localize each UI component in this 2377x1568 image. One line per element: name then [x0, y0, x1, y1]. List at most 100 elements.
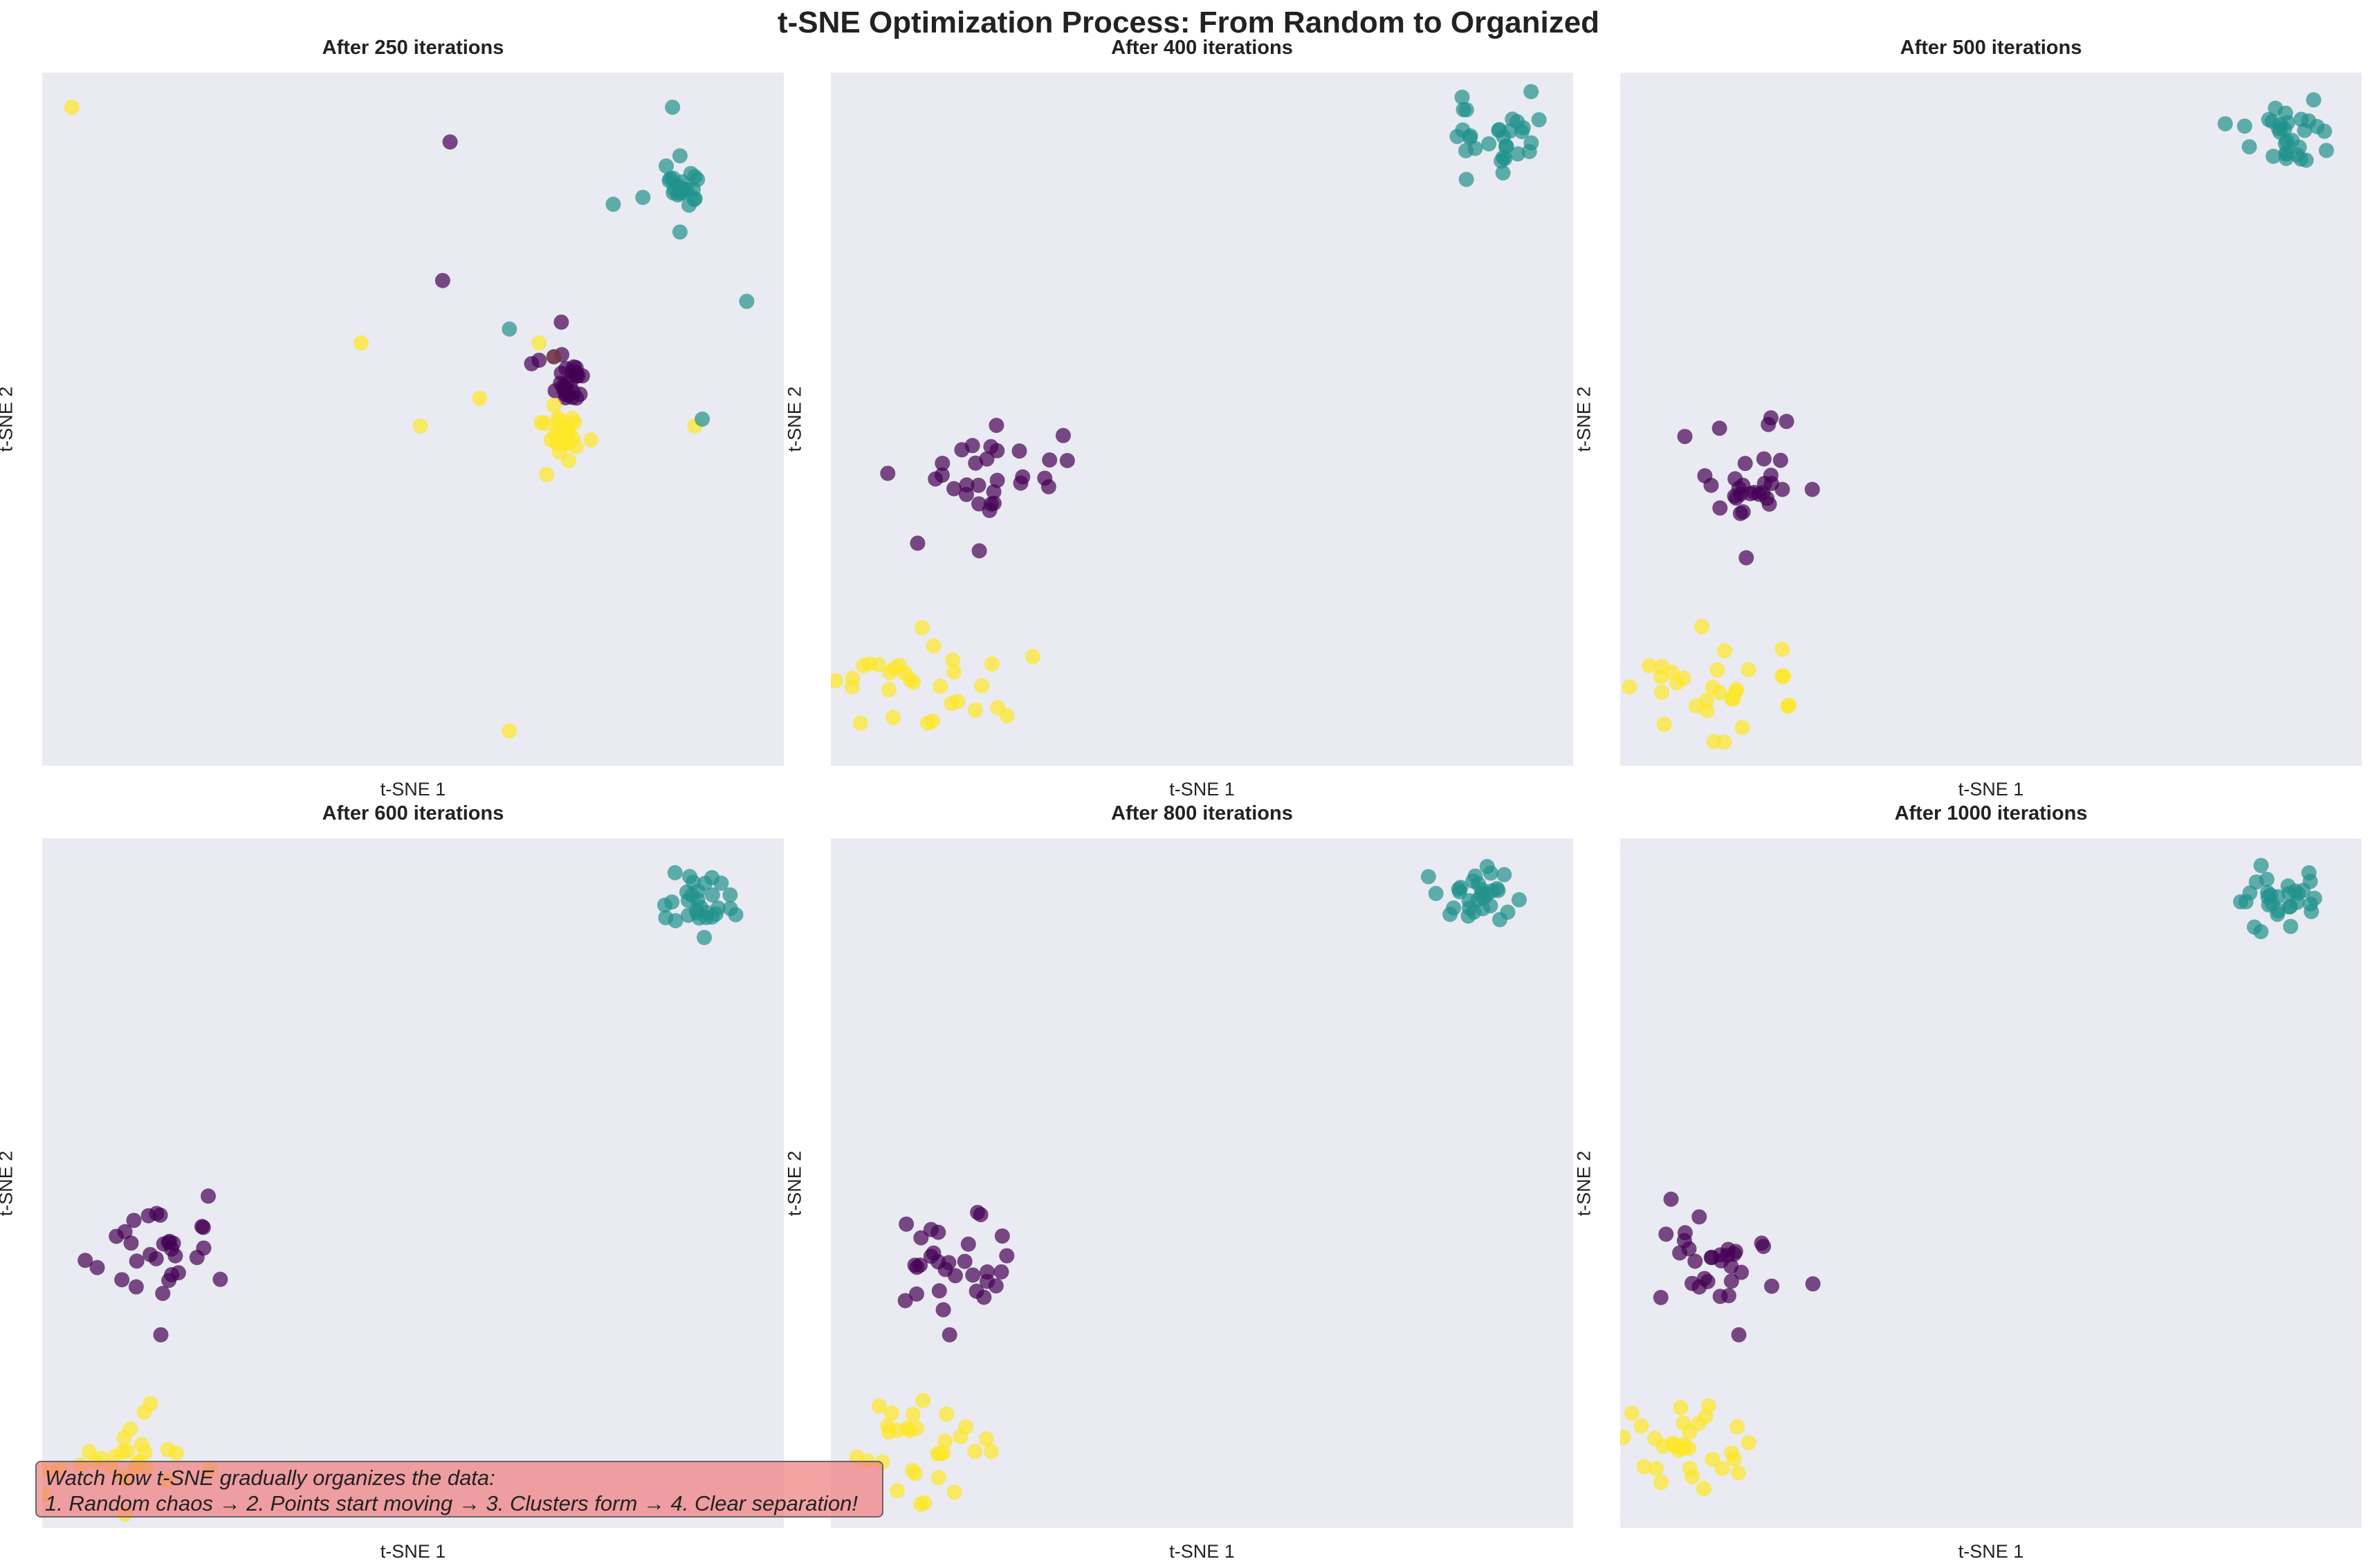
- data-point-class-1: [697, 876, 713, 892]
- plot-area: [42, 73, 784, 766]
- data-point-class-2: [930, 1470, 946, 1486]
- data-point-class-1: [1496, 867, 1512, 883]
- data-point-class-0: [1731, 1327, 1747, 1343]
- data-point-class-2: [990, 699, 1006, 715]
- data-point-class-1: [1491, 122, 1507, 138]
- y-axis-label: t-SNE 2: [784, 386, 805, 452]
- data-point-class-2: [1624, 1405, 1640, 1421]
- data-point-class-1: [1498, 138, 1514, 154]
- subplot-title: After 500 iterations: [1900, 37, 2082, 59]
- data-point-class-2: [844, 679, 860, 695]
- data-point-class-0: [1763, 410, 1779, 426]
- data-point-class-2: [1716, 643, 1732, 658]
- data-point-class-0: [1712, 1289, 1728, 1304]
- data-point-class-1: [2264, 113, 2280, 129]
- data-point-class-1: [2284, 133, 2300, 149]
- plot-area: [831, 838, 1573, 1528]
- data-point-class-0: [1754, 1235, 1770, 1251]
- data-point-class-2: [1656, 717, 1672, 732]
- data-point-class-0: [1055, 427, 1071, 443]
- data-point-class-0: [913, 1230, 929, 1246]
- data-point-class-0: [167, 1248, 183, 1264]
- data-point-class-0: [1732, 506, 1748, 522]
- data-point-class-2: [926, 638, 942, 654]
- data-point-class-0: [165, 1235, 181, 1251]
- data-point-class-1: [1523, 135, 1539, 151]
- data-point-class-0: [149, 1206, 165, 1221]
- annotation-line-2: 1. Random chaos → 2. Points start moving…: [45, 1491, 859, 1515]
- subplot-title: After 1000 iterations: [1894, 802, 2088, 824]
- data-point-class-1: [2261, 897, 2277, 913]
- data-point-class-0: [1723, 1273, 1739, 1289]
- data-point-class-2: [984, 656, 1000, 672]
- data-point-class-2: [908, 1420, 924, 1436]
- data-point-class-2: [1700, 1398, 1716, 1414]
- subplot-2: After 400 iterations t-SNE 1 t-SNE 2: [784, 37, 1573, 800]
- data-point-class-0: [434, 273, 450, 288]
- data-point-class-0: [960, 1236, 976, 1252]
- data-point-class-0: [546, 349, 562, 365]
- data-point-class-2: [1696, 1481, 1711, 1497]
- data-point-class-0: [128, 1279, 144, 1295]
- data-point-class-1: [1497, 151, 1513, 167]
- data-point-class-2: [1716, 734, 1732, 750]
- y-axis-label: t-SNE 2: [1573, 1150, 1595, 1216]
- data-point-class-2: [1705, 679, 1720, 695]
- data-point-class-1: [1492, 912, 1508, 928]
- x-axis-label: t-SNE 1: [380, 779, 446, 800]
- data-point-class-2: [107, 1448, 123, 1464]
- data-point-class-1: [1474, 882, 1490, 898]
- subplot-title: After 600 iterations: [322, 802, 504, 824]
- data-point-class-0: [971, 543, 987, 559]
- data-point-class-2: [1724, 1445, 1740, 1461]
- data-point-class-2: [472, 390, 488, 406]
- data-point-class-1: [1509, 146, 1525, 162]
- data-point-class-1: [704, 887, 720, 903]
- data-point-class-2: [967, 1444, 983, 1459]
- data-point-class-0: [1711, 421, 1727, 436]
- data-point-class-1: [2259, 871, 2275, 887]
- data-point-class-0: [1672, 1245, 1688, 1261]
- data-point-class-1: [680, 907, 696, 923]
- data-point-class-0: [126, 1212, 142, 1228]
- data-point-class-0: [983, 439, 999, 454]
- data-point-class-1: [1462, 130, 1478, 146]
- data-point-class-1: [1509, 113, 1525, 129]
- data-point-class-1: [1451, 884, 1467, 900]
- data-point-class-0: [1691, 1209, 1707, 1225]
- data-point-class-0: [170, 1265, 186, 1281]
- data-point-class-0: [989, 417, 1004, 433]
- data-point-class-0: [935, 1302, 951, 1318]
- data-point-class-1: [1449, 129, 1465, 145]
- data-point-class-2: [939, 1406, 955, 1422]
- data-point-class-2: [353, 335, 369, 351]
- data-point-class-2: [1620, 1430, 1631, 1446]
- data-point-class-1: [668, 913, 683, 929]
- data-point-class-0: [195, 1219, 211, 1235]
- data-point-class-1: [657, 897, 672, 913]
- data-point-class-1: [1495, 165, 1511, 181]
- data-point-class-0: [558, 380, 574, 396]
- data-point-class-1: [667, 865, 683, 880]
- data-point-class-2: [902, 672, 918, 688]
- data-point-class-2: [946, 1484, 962, 1500]
- data-point-class-0: [908, 1286, 924, 1302]
- data-point-class-1: [2246, 919, 2262, 935]
- data-point-class-2: [933, 679, 948, 694]
- data-point-class-0: [1723, 1258, 1739, 1274]
- data-point-class-0: [910, 535, 926, 551]
- data-point-class-0: [1772, 452, 1788, 468]
- data-point-class-0: [959, 477, 975, 493]
- data-point-class-1: [686, 192, 702, 207]
- data-point-class-0: [1677, 429, 1693, 445]
- data-point-class-0: [1658, 1226, 1674, 1242]
- data-point-class-2: [1774, 641, 1790, 657]
- data-point-class-1: [2282, 898, 2298, 914]
- data-point-class-0: [989, 472, 1005, 488]
- annotation-box: Watch how t-SNE gradually organizes the …: [35, 1461, 883, 1518]
- data-point-class-2: [168, 1445, 184, 1461]
- data-point-class-2: [917, 1495, 933, 1511]
- data-point-class-0: [1779, 414, 1795, 430]
- plot-area: [42, 838, 784, 1528]
- data-point-class-2: [1741, 1435, 1756, 1450]
